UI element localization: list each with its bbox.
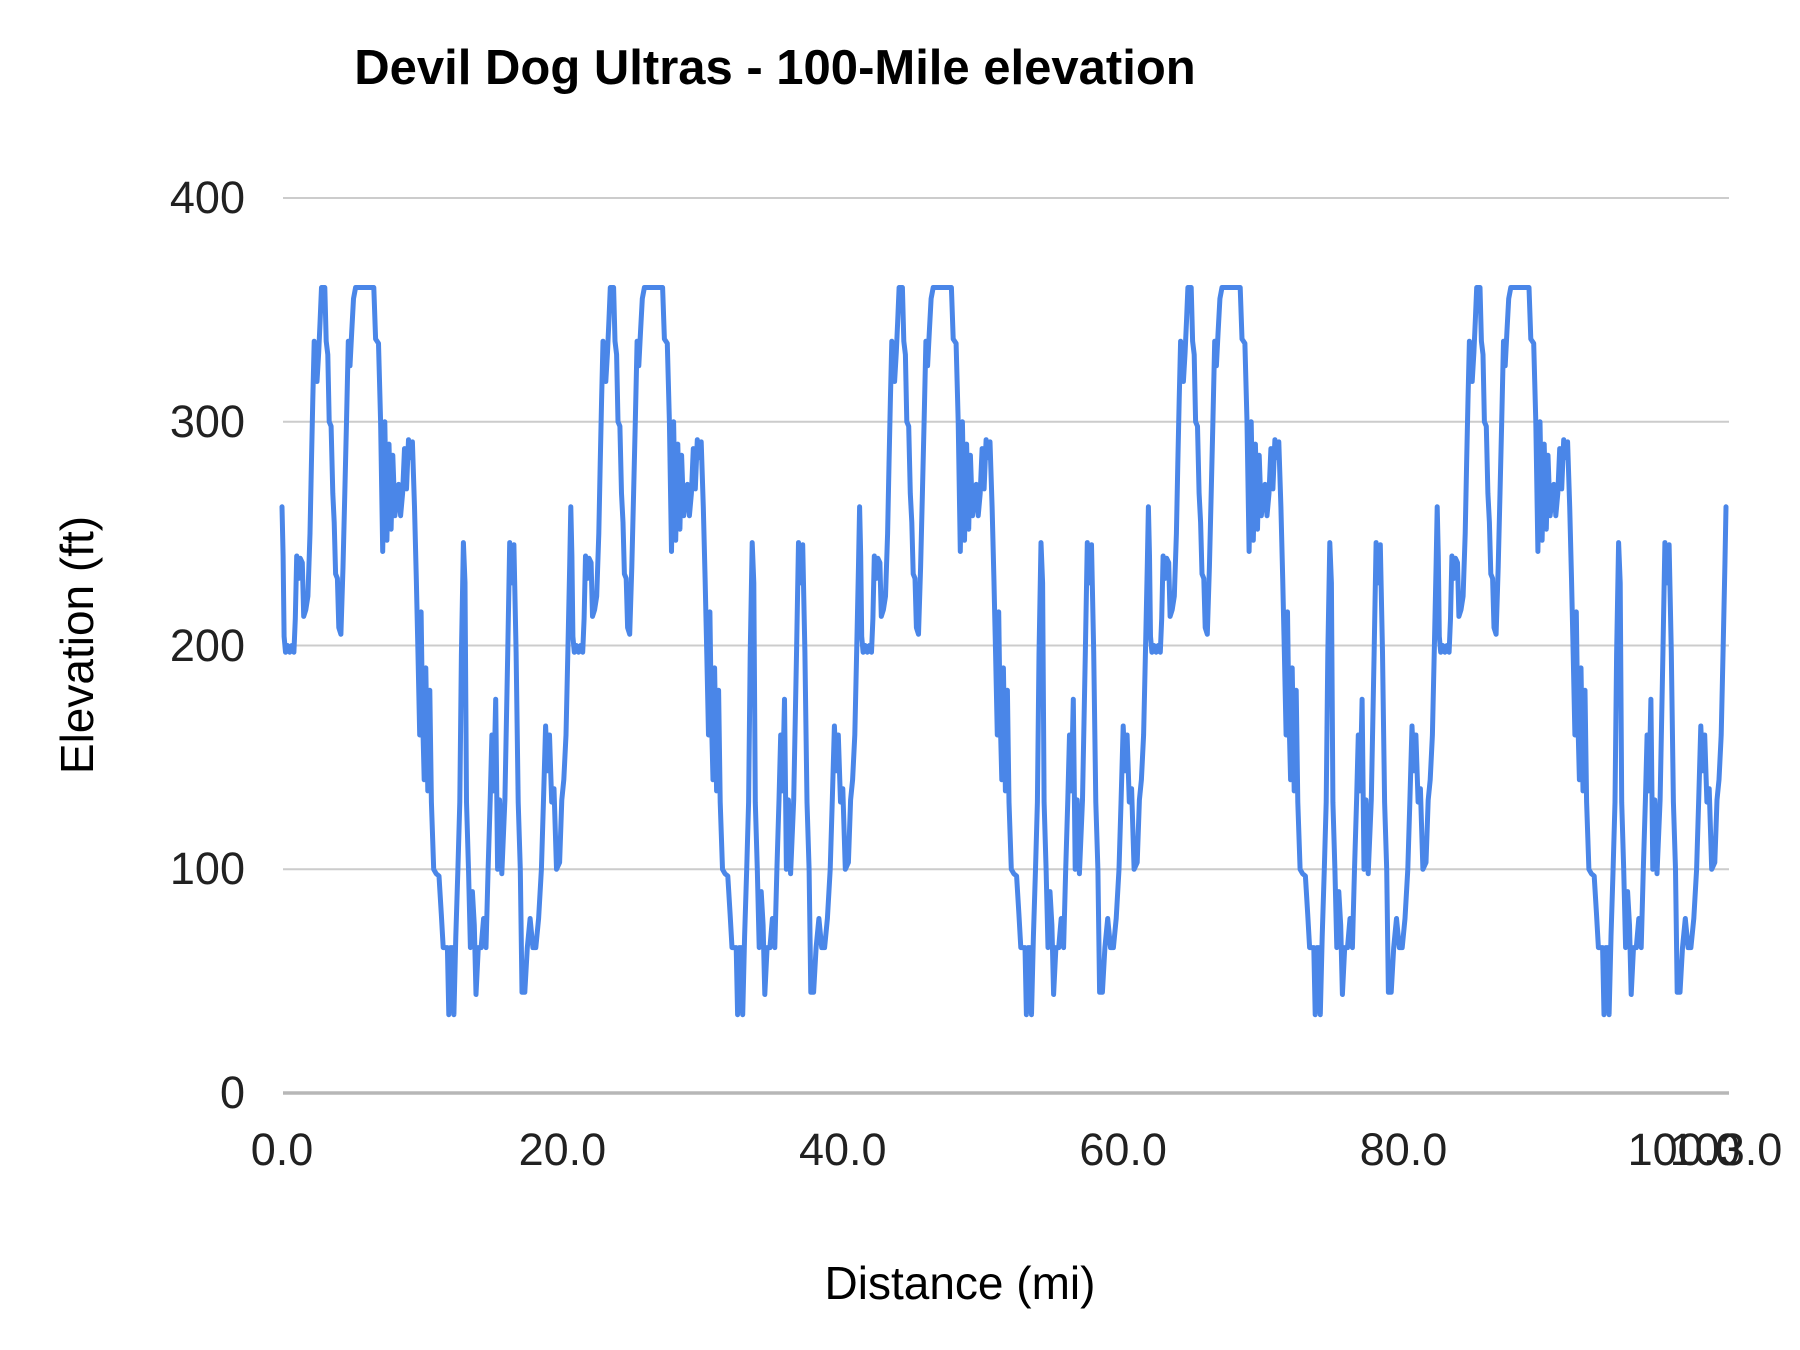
x-tick-label: 60.0: [1079, 1124, 1167, 1175]
x-axis-title: Distance (mi): [824, 1257, 1096, 1309]
gridlines: [283, 197, 1729, 1095]
x-tick-label: 103.0: [1669, 1124, 1783, 1175]
y-axis-title: Elevation (ft): [51, 515, 103, 775]
y-tick-label: 0: [219, 1067, 245, 1118]
y-tick-label: 300: [169, 395, 245, 447]
chart-title: Devil Dog Ultras - 100-Mile elevation: [354, 41, 1196, 95]
y-tick-label: 200: [169, 619, 245, 671]
y-tick-label: 400: [169, 172, 245, 223]
x-tick-label: 20.0: [518, 1124, 607, 1175]
elevation-line-series: [279, 285, 1729, 1018]
x-tick-label: 80.0: [1359, 1124, 1448, 1175]
y-tick-label: 100: [169, 843, 245, 895]
x-tick-label: 0.0: [250, 1124, 314, 1175]
x-tick-label: 40.0: [798, 1124, 887, 1175]
x-tick-label: 100.0: [1627, 1124, 1741, 1175]
